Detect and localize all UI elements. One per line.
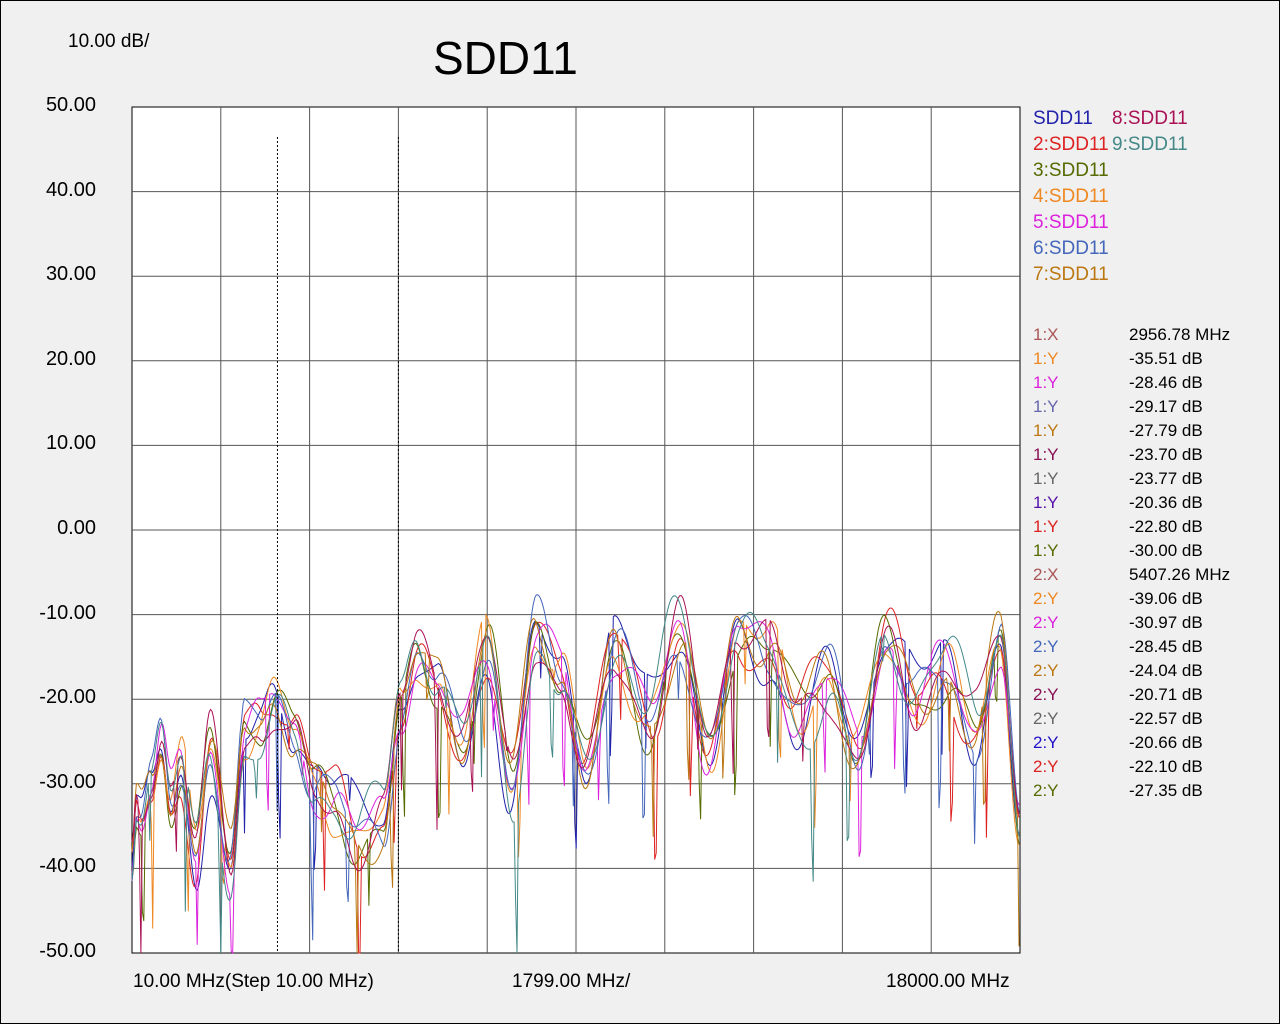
legend-entry: 9:SDD11 [1112, 134, 1188, 155]
marker-value: 5407.26 MHz [1129, 565, 1231, 584]
trace-line [131, 610, 1020, 954]
grid-lines [132, 107, 1020, 953]
legend-entry: 6:SDD11 [1033, 238, 1109, 259]
marker-lines [276, 137, 399, 953]
legend-entry: 7:SDD11 [1033, 264, 1109, 285]
marker-value: -23.70 dB [1129, 445, 1203, 464]
legend-entry: 3:SDD11 [1033, 160, 1109, 181]
marker-value: -27.79 dB [1129, 421, 1203, 440]
y-tick-label: -20.00 [39, 686, 96, 709]
marker-value: -35.51 dB [1129, 349, 1203, 368]
marker-label: 2:Y [1033, 613, 1059, 632]
legend-entry: 4:SDD11 [1033, 186, 1109, 207]
marker-label: 1:Y [1033, 373, 1059, 392]
x-axis-step-label: 1799.00 MHz/ [512, 971, 631, 992]
scale-per-division: 10.00 dB/ [68, 31, 150, 52]
marker-label: 2:Y [1033, 589, 1059, 608]
marker-value: -24.04 dB [1129, 661, 1203, 680]
marker-label: 2:Y [1033, 781, 1059, 800]
trace-line [131, 594, 1020, 941]
marker-label: 1:Y [1033, 517, 1059, 536]
y-tick-label: -50.00 [39, 940, 96, 962]
marker-label: 2:X [1033, 565, 1059, 584]
legend-entry: 2:SDD11 [1033, 134, 1109, 155]
marker-label: 2:Y [1033, 709, 1059, 728]
x-axis-start-label: 10.00 MHz(Step 10.00 MHz) [133, 971, 374, 992]
y-tick-label: 40.00 [45, 178, 96, 201]
traces [131, 594, 1020, 955]
marker-value: -22.80 dB [1129, 517, 1203, 536]
marker-label: 2:Y [1033, 733, 1059, 752]
marker-value: -22.10 dB [1129, 757, 1203, 776]
marker-label: 1:X [1033, 325, 1059, 344]
marker-value: -22.57 dB [1129, 709, 1203, 728]
marker-value: -28.46 dB [1129, 373, 1203, 392]
trace-line [131, 595, 1020, 954]
marker-value: -28.45 dB [1129, 637, 1203, 656]
marker-label: 1:Y [1033, 421, 1059, 440]
trace-line [131, 595, 1020, 954]
marker-value: -20.66 dB [1129, 733, 1203, 752]
y-tick-label: -40.00 [39, 855, 96, 878]
marker-value: -30.00 dB [1129, 541, 1203, 560]
marker-value: -39.06 dB [1129, 589, 1203, 608]
marker-value: -27.35 dB [1129, 781, 1203, 800]
chart-title: SDD11 [433, 32, 578, 84]
y-tick-label: 20.00 [45, 347, 96, 370]
y-tick-label: 50.00 [45, 94, 96, 116]
marker-value: -20.71 dB [1129, 685, 1203, 704]
marker-label: 2:Y [1033, 685, 1059, 704]
trace-line [131, 613, 1020, 929]
marker-label: 1:Y [1033, 349, 1059, 368]
marker-value: 2956.78 MHz [1129, 325, 1231, 344]
marker-label: 1:Y [1033, 445, 1059, 464]
marker-value: -30.97 dB [1129, 613, 1203, 632]
legend-entry: SDD11 [1033, 108, 1093, 129]
marker-label: 2:Y [1033, 757, 1059, 776]
y-tick-label: 30.00 [45, 263, 96, 286]
legend-entry: 8:SDD11 [1112, 108, 1188, 129]
y-tick-label: 10.00 [45, 432, 96, 455]
marker-value: -23.77 dB [1129, 469, 1203, 488]
marker-label: 1:Y [1033, 469, 1059, 488]
y-tick-label: 0.00 [57, 517, 96, 539]
x-axis-end-label: 18000.00 MHz [886, 971, 1010, 992]
marker-value: -20.36 dB [1129, 493, 1203, 512]
marker-label: 1:Y [1033, 541, 1059, 560]
y-tick-label: -10.00 [39, 601, 96, 624]
marker-value: -29.17 dB [1129, 397, 1203, 416]
marker-label: 1:Y [1033, 493, 1059, 512]
marker-label: 2:Y [1033, 661, 1059, 680]
legend-entry: 5:SDD11 [1033, 212, 1109, 233]
y-tick-label: -30.00 [39, 770, 96, 793]
marker-label: 2:Y [1033, 637, 1059, 656]
marker-label: 1:Y [1033, 397, 1059, 416]
trace-line [131, 615, 1020, 891]
